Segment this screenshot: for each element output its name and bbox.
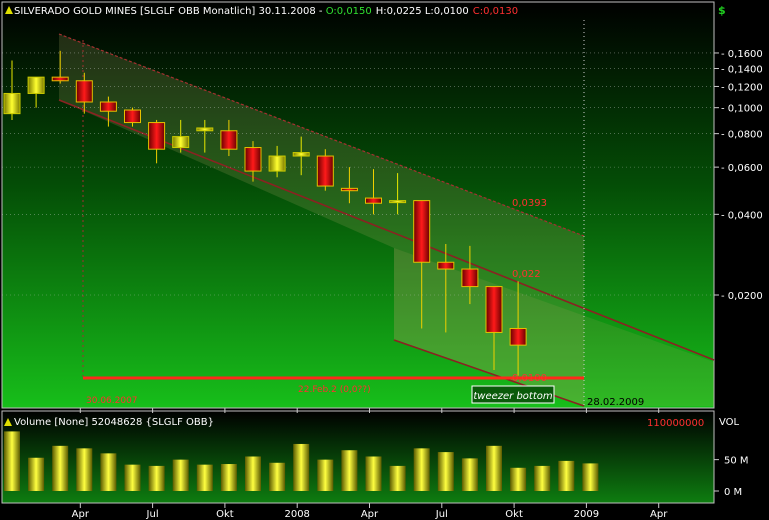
- x-tick-label: Apr: [361, 509, 379, 520]
- volume-title: Volume [None] 52048628 {SLGLF OBB}: [14, 417, 214, 428]
- volume-bar: [172, 459, 189, 491]
- volume-bar: [124, 464, 141, 491]
- volume-axis-title: VOL: [719, 417, 740, 428]
- candle-down: [437, 261, 455, 270]
- candle-down: [75, 80, 93, 103]
- ohlc-close: C:0,0130: [473, 6, 518, 17]
- support-label: 22.Feb.2 (0,0??): [298, 385, 371, 395]
- volume-bar: [148, 465, 165, 491]
- volume-bar: [486, 445, 502, 491]
- y-tick-label: - 0,1400: [721, 65, 763, 76]
- volume-bar: [389, 465, 406, 491]
- candle-down: [461, 268, 479, 288]
- volume-bar: [76, 448, 93, 491]
- volume-bar: [220, 464, 237, 491]
- ohlc-open: O:0,0150: [326, 6, 372, 17]
- channel-lower-fill: [394, 248, 714, 406]
- candle-up: [196, 127, 214, 132]
- x-tick-label: Okt: [505, 509, 523, 520]
- x-tick-label: Apr: [650, 509, 668, 520]
- candle-up: [268, 155, 286, 172]
- volume-bar: [582, 463, 599, 491]
- x-tick-label: Jul: [435, 509, 448, 520]
- volume-bar: [437, 452, 454, 491]
- vol-tick-label: 0 M: [724, 487, 742, 498]
- candle-down: [365, 197, 382, 204]
- y-tick-label: - 0,0600: [721, 163, 763, 174]
- y-tick-label: - 0,0400: [721, 210, 763, 221]
- right-axis-area: [715, 0, 769, 520]
- candle-down: [148, 122, 166, 150]
- x-tick-label: Jul: [146, 509, 159, 520]
- vol-tick-label: 50 M: [724, 456, 749, 467]
- candle-up: [3, 92, 21, 115]
- low-value: 0,0100: [512, 373, 547, 384]
- channel-upper-line: [58, 33, 585, 237]
- currency-symbol: $: [718, 4, 726, 17]
- ohlc-high-low: H:0,0225 L:0,0100: [376, 6, 469, 17]
- channel-mid-value: 0,022: [512, 269, 541, 280]
- start-date: 30.06.2007: [86, 396, 138, 406]
- candle-down: [51, 76, 69, 82]
- volume-bar: [558, 460, 575, 491]
- pattern-label: tweezer bottom: [473, 391, 553, 402]
- candle-up: [292, 152, 310, 157]
- pattern-label-box: [471, 385, 555, 404]
- y-tick-label: - 0,1600: [721, 49, 763, 60]
- candle-down: [124, 109, 141, 124]
- volume-axis: 50 M 0 M: [714, 456, 749, 498]
- volume-bar: [413, 448, 430, 491]
- candle-down: [485, 286, 503, 333]
- price-panel: [1, 1, 715, 409]
- candle-up: [27, 76, 45, 94]
- volume-bar: [52, 445, 69, 491]
- candle-down: [220, 130, 238, 150]
- volume-bar: [269, 462, 286, 491]
- y-axis: - 0,1600 - 0,1400 - 0,1200 - 0,1000 - 0,0800…: [714, 49, 763, 302]
- chart-header: SILVERADO GOLD MINES [SLGLF OBB Monatlic…: [14, 6, 518, 17]
- volume-bar: [365, 456, 382, 491]
- channel-fill: [59, 34, 584, 406]
- candle-down: [413, 200, 431, 263]
- volume-bar: [28, 457, 45, 491]
- x-tick-label: Okt: [216, 509, 234, 520]
- candle-up: [389, 200, 407, 204]
- volume-bar: [100, 453, 117, 491]
- y-tick-label: - 0,0800: [721, 130, 763, 141]
- price-grid: [2, 52, 714, 296]
- volume-bar: [461, 458, 478, 491]
- candle-down: [99, 101, 117, 112]
- volume-bar: [341, 450, 358, 491]
- volume-bar: [510, 467, 527, 491]
- volume-bar: [196, 464, 213, 491]
- candle-down: [509, 327, 527, 346]
- chart-title: SILVERADO GOLD MINES [SLGLF OBB Monatlic…: [14, 6, 326, 17]
- candle-down: [316, 155, 334, 187]
- volume-bars: [4, 431, 599, 491]
- candle-down: [340, 187, 358, 192]
- volume-bar: [317, 459, 334, 491]
- end-date: 28.02.2009: [587, 397, 644, 408]
- candles: [3, 50, 527, 376]
- volume-bar: [293, 443, 310, 491]
- volume-bar: [4, 431, 20, 491]
- volume-bar: [245, 456, 261, 491]
- triangle-icon: [5, 6, 13, 14]
- y-tick-label: - 0,1200: [721, 82, 763, 93]
- x-tick-label: 2008: [284, 509, 309, 520]
- candle-up: [172, 136, 190, 149]
- volume-bar: [534, 465, 551, 491]
- channel-upper-value: 0,0393: [512, 198, 547, 209]
- y-tick-label: - 0,0200: [721, 291, 763, 302]
- volume-triangle-icon: [4, 418, 12, 426]
- x-tick-label: Apr: [72, 509, 90, 520]
- x-axis: Apr Jul Okt 2008 Apr Jul Okt 2009 Apr: [72, 408, 668, 520]
- channel-lower-line: [58, 99, 715, 361]
- volume-max-label: 110000000: [647, 418, 704, 429]
- y-tick-label: - 0,1000: [721, 104, 763, 115]
- x-tick-label: 2009: [574, 509, 599, 520]
- candle-down: [244, 147, 262, 172]
